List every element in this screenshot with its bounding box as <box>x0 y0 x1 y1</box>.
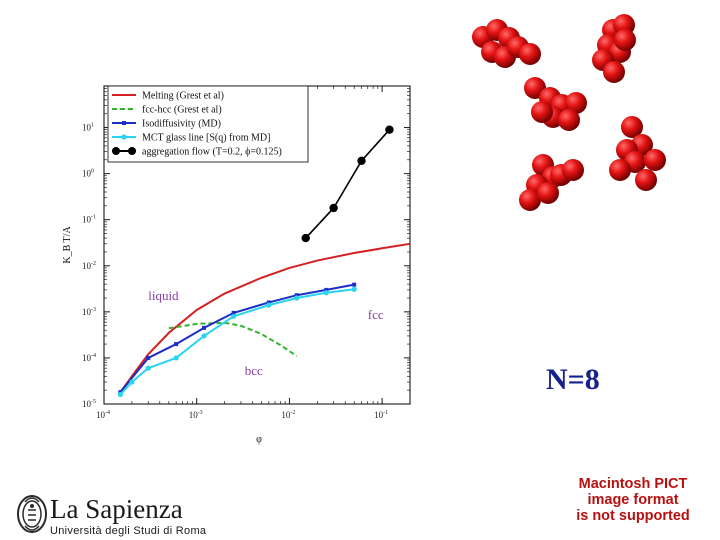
series-1 <box>168 321 298 357</box>
legend-marker <box>128 147 136 155</box>
data-point <box>173 355 179 361</box>
seal-icon <box>17 495 47 533</box>
pict-message-line: Macintosh PICT <box>578 476 688 492</box>
particle-sphere <box>562 159 584 181</box>
pict-message-line: is not supported <box>576 508 690 524</box>
x-axis-label: φ <box>256 434 262 445</box>
legend-label: Isodiffusivity (MD) <box>142 119 221 130</box>
particle-sphere <box>519 43 541 65</box>
particle-sphere <box>621 116 643 138</box>
y-tick-label: 10-3 <box>82 307 96 317</box>
y-tick-label: 10-5 <box>82 399 96 409</box>
data-point <box>357 156 366 166</box>
x-tick-label: 10-1 <box>374 410 388 420</box>
x-tick-label: 10-3 <box>189 410 203 420</box>
data-point <box>266 300 271 305</box>
data-point <box>231 310 236 315</box>
y-axis-label: K_B T/A <box>62 226 73 264</box>
data-point <box>352 282 357 287</box>
x-tick-exponent: -1 <box>383 410 388 416</box>
y-tick-exponent: -3 <box>91 307 96 313</box>
y-tick-exponent: 1 <box>91 123 94 129</box>
region-label: fcc <box>368 307 384 322</box>
legend-label: aggregation flow (T=0.2, ϕ=0.125) <box>142 147 282 158</box>
data-point <box>202 325 207 330</box>
plot-area: 10-4 10-3 10-2 10-110-510-410-310-210-11001… <box>62 85 411 445</box>
legend-label: fcc-hcc (Grest et al) <box>142 105 222 116</box>
pict-message-line: image format <box>587 492 679 508</box>
particle-sphere <box>537 182 559 204</box>
data-point <box>324 287 329 292</box>
particle-sphere <box>609 159 631 181</box>
legend-marker <box>112 147 120 155</box>
particle-sphere <box>644 149 666 171</box>
region-label: liquid <box>148 288 179 303</box>
particle-sphere <box>635 169 657 191</box>
y-tick-label: 10-4 <box>82 353 96 363</box>
y-tick-exponent: -1 <box>91 215 96 221</box>
data-point <box>294 295 300 301</box>
n-label: N=8 <box>546 363 600 396</box>
data-point <box>129 379 135 385</box>
series-line <box>168 321 298 357</box>
x-tick-exponent: -3 <box>198 410 203 416</box>
data-point <box>145 365 151 371</box>
series-0 <box>119 242 411 393</box>
y-tick-exponent: -5 <box>91 399 96 405</box>
x-tick-exponent: -2 <box>290 410 295 416</box>
series-4 <box>301 125 394 243</box>
y-tick-exponent: 0 <box>91 169 94 175</box>
data-point <box>329 203 338 213</box>
data-point <box>174 342 179 347</box>
logo-title: La Sapienza <box>50 494 183 524</box>
data-point <box>117 391 123 398</box>
y-tick-label: 10-1 <box>82 215 96 225</box>
series-line <box>305 129 391 239</box>
region-label: bcc <box>245 363 263 378</box>
particle-sphere <box>565 92 587 114</box>
data-point <box>294 293 299 298</box>
logo-subtitle: Università degli Studi di Roma <box>50 525 207 537</box>
y-tick-label: 101 <box>82 123 94 133</box>
pict-unsupported-message: Macintosh PICT image format is not suppo… <box>540 476 720 524</box>
y-tick-label: 100 <box>82 169 94 179</box>
series-line <box>119 288 355 396</box>
y-tick-exponent: -4 <box>91 353 96 359</box>
x-tick-label: 10-4 <box>96 410 110 420</box>
particle-clusters <box>472 14 666 211</box>
data-point <box>323 290 329 296</box>
particle-sphere <box>558 109 580 131</box>
x-tick-exponent: -4 <box>105 410 110 416</box>
particle-sphere <box>603 61 625 83</box>
data-point <box>301 233 310 243</box>
particle-sphere <box>531 101 553 123</box>
data-point <box>201 333 207 339</box>
legend-box <box>107 85 309 163</box>
x-tick-label: 10-2 <box>281 410 295 420</box>
data-point <box>266 302 272 308</box>
data-point <box>146 355 151 360</box>
particle-sphere <box>519 189 541 211</box>
series-3 <box>117 286 357 398</box>
university-logo <box>17 495 47 533</box>
y-tick-label: 10-2 <box>82 261 96 271</box>
legend-marker <box>121 134 127 140</box>
legend-marker <box>122 121 126 125</box>
legend-label: Melting (Grest et al) <box>142 91 224 102</box>
series-line <box>119 242 411 393</box>
legend-label: MCT glass line [S(q) from MD] <box>142 133 270 144</box>
data-point <box>351 286 357 292</box>
data-point <box>385 125 394 134</box>
legend: Melting (Grest et al) fcc-hcc (Grest et a… <box>107 85 309 163</box>
particle-sphere <box>614 29 636 51</box>
y-tick-exponent: -2 <box>91 261 96 267</box>
data-point <box>230 313 237 319</box>
